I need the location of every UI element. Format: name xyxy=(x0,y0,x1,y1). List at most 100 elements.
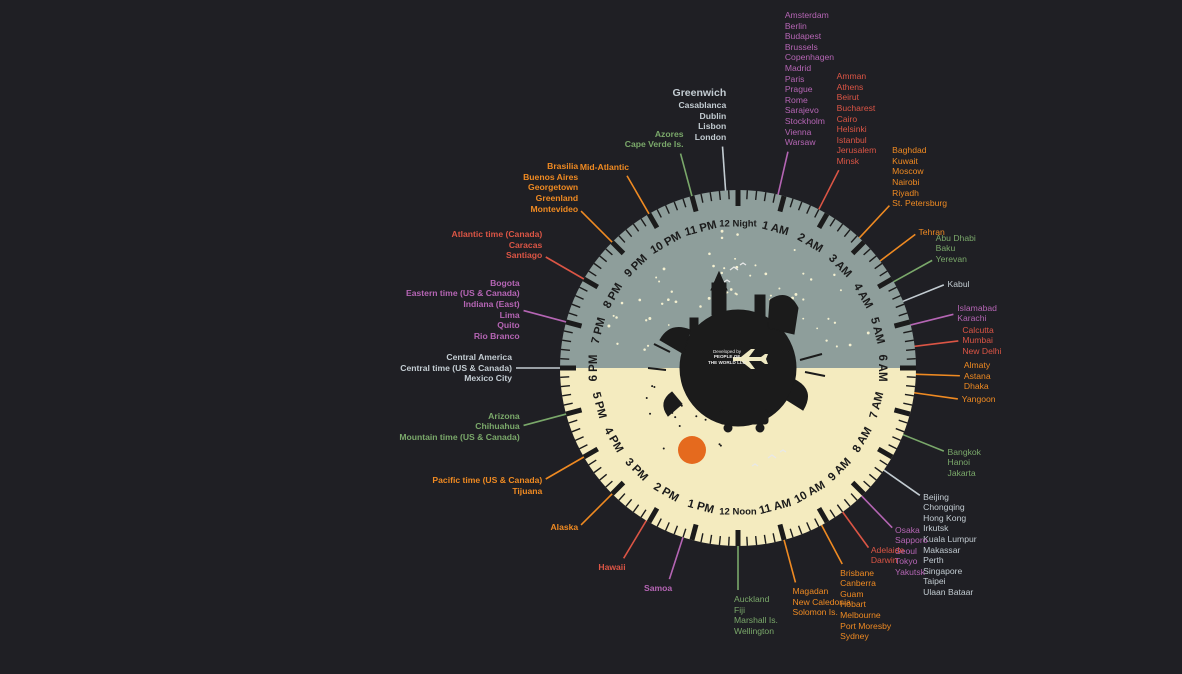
minor-tick xyxy=(863,248,871,256)
minor-tick xyxy=(763,534,767,544)
minor-tick xyxy=(700,193,704,203)
minor-tick xyxy=(754,536,758,546)
city-name: Lisbon xyxy=(698,121,727,132)
city-name: Baghdad xyxy=(892,145,927,156)
city-name: Hong Kong xyxy=(923,512,967,523)
minor-tick xyxy=(632,504,640,513)
star xyxy=(764,272,768,276)
dust-dot xyxy=(649,412,652,415)
minor-tick xyxy=(772,533,776,543)
credit-text: Developed by PEOPLE OF THE WORLD LLC xyxy=(705,349,749,365)
city-name: Mumbai xyxy=(962,335,993,346)
star xyxy=(643,348,646,351)
zone-moscow: Baghdad Kuwait Moscow Nairobi Riyadh St. Pete… xyxy=(892,145,947,209)
star xyxy=(754,264,757,267)
city-name: Paris xyxy=(784,73,805,84)
city-name: Azores xyxy=(654,128,684,139)
city-name: New Caledonia xyxy=(792,596,851,607)
minor-tick xyxy=(575,294,584,300)
minor-tick xyxy=(579,286,588,292)
city-name: Darwin xyxy=(870,555,898,566)
city-name: Hobart xyxy=(840,599,866,610)
minor-tick xyxy=(879,270,888,277)
leader-line-mid-atlantic xyxy=(626,175,651,216)
city-name: Makassar xyxy=(923,544,961,555)
dust-dot xyxy=(719,444,722,447)
zone-magadan: Magadan New Caledonia Solomon Is. xyxy=(792,586,850,618)
minor-tick xyxy=(806,205,812,214)
hour-label: 12 Noon xyxy=(719,507,757,518)
city-name: Montevideo xyxy=(530,203,579,214)
major-tick xyxy=(646,507,660,524)
city-name: Chihuahua xyxy=(475,421,520,432)
minor-tick xyxy=(673,201,679,211)
minor-tick xyxy=(843,229,851,238)
city-name: Yerevan xyxy=(935,253,967,264)
minor-tick xyxy=(904,393,914,397)
minor-tick xyxy=(906,348,916,352)
city-name: Indiana (East) xyxy=(463,298,520,309)
zone-mid-atlantic: Mid-Atlantic xyxy=(580,162,629,173)
city-name: Dhaka xyxy=(963,381,989,392)
city-name: Kuwait xyxy=(892,155,918,166)
city-name: Beirut xyxy=(836,92,860,103)
dial-ticks xyxy=(560,190,916,546)
airplane-icon xyxy=(733,349,768,369)
minor-tick xyxy=(656,518,662,527)
leader-line-hawaii xyxy=(622,518,649,559)
leader-line-pacific xyxy=(545,455,586,480)
sun-icon xyxy=(678,436,706,464)
city-name: Almaty xyxy=(963,359,991,370)
minor-tick xyxy=(560,348,570,352)
city-name: Cairo xyxy=(836,113,858,124)
star xyxy=(674,300,678,304)
zone-kabul: Kabul xyxy=(948,279,970,290)
leader-line-sydney xyxy=(819,523,843,565)
city-name: Chongqing xyxy=(923,502,965,513)
city-name: Caracas xyxy=(508,239,543,250)
dust-dot xyxy=(645,397,648,400)
zone-brasilia: Brasilia Buenos Aires Georgetown Greenland M… xyxy=(523,161,578,214)
minor-tick xyxy=(797,201,803,211)
city-name: Bucharest xyxy=(836,103,876,114)
minor-tick xyxy=(814,518,820,527)
city-name: Arizona xyxy=(488,410,520,421)
minor-tick xyxy=(797,525,803,535)
city-name: Greenwich xyxy=(672,87,727,100)
minor-tick xyxy=(563,330,573,334)
city-name: Prague xyxy=(784,84,813,95)
star xyxy=(802,298,805,301)
city-name: Canberra xyxy=(840,578,876,589)
major-tick xyxy=(877,446,894,460)
city-name: Tehran xyxy=(918,227,945,238)
minor-tick xyxy=(868,255,877,263)
minor-tick xyxy=(593,466,602,474)
major-tick xyxy=(777,195,787,213)
star xyxy=(648,317,652,320)
star xyxy=(646,344,650,347)
city-name: Sapporo xyxy=(894,535,928,546)
dust-dot xyxy=(653,386,656,389)
leader-line-kabul xyxy=(900,284,945,303)
star xyxy=(816,327,819,330)
leader-line-azores xyxy=(679,153,694,199)
city-name: St. Petersburg xyxy=(892,198,948,209)
star xyxy=(835,345,838,348)
star xyxy=(827,317,830,320)
city-name: Irkutsk xyxy=(923,523,949,534)
minor-tick xyxy=(571,303,581,309)
zone-hawaii: Hawaii xyxy=(598,562,625,573)
leader-line-almaty xyxy=(913,373,960,377)
star xyxy=(802,272,805,275)
minor-tick xyxy=(605,480,613,488)
zone-eastern: Bogota Eastern time (US & Canada) Indiana … xyxy=(406,278,520,342)
star xyxy=(736,233,739,236)
star xyxy=(667,298,670,302)
minor-tick xyxy=(814,209,820,218)
minor-tick xyxy=(789,198,794,208)
city-name: Beijing xyxy=(923,491,949,502)
minor-tick xyxy=(560,384,570,388)
city-name: Central America xyxy=(446,352,512,363)
zone-europe-central: Amsterdam Berlin Budapest Brussels Copenhage… xyxy=(785,10,834,148)
